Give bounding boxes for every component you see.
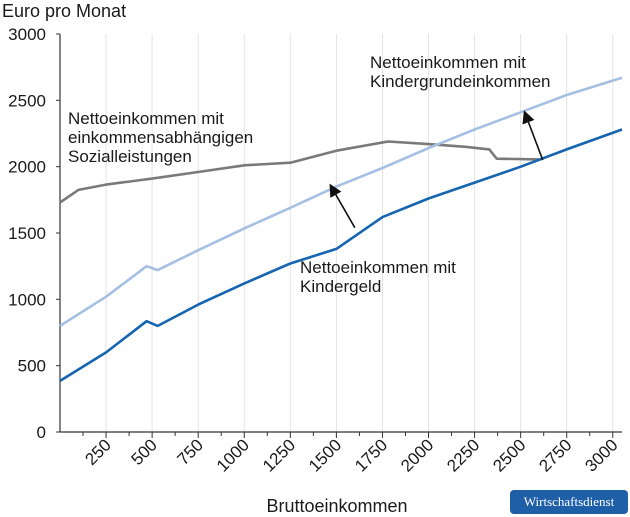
y-tick-label: 1000 [8,290,46,309]
grid-layer [105,34,614,432]
y-axis-title: Euro pro Monat [2,1,126,21]
annotation-sozial: einkommensabhängigen [68,128,253,147]
x-tick-label: 1250 [259,435,299,475]
y-tick-label: 0 [37,423,46,442]
annotation-grundeinkommen: Nettoeinkommen mit [370,53,526,72]
y-tick-label: 1500 [8,224,46,243]
x-tick-label: 1750 [351,435,391,475]
x-tick-label: 250 [81,435,114,468]
x-tick-label: 750 [174,435,207,468]
annotation-kindergeld: Nettoeinkommen mit [300,258,456,277]
annotation-layer: Nettoeinkommen miteinkommensabhängigenSo… [68,53,551,296]
series-line-sozial [59,140,540,204]
x-tick-label: 1000 [213,435,253,475]
annotation-kindergeld: Kindergeld [300,277,381,296]
y-tick-label: 500 [18,357,46,376]
annotation-sozial: Sozialleistungen [68,147,192,166]
x-tick-label: 2500 [489,435,529,475]
series-layer [59,76,623,383]
x-tick-label: 2750 [535,435,575,475]
wirtschaftsdienst-logo: Wirtschaftsdienst [510,490,628,514]
x-tick-label: 2000 [397,435,437,475]
y-tick-label: 2000 [8,158,46,177]
arrow-annotation [329,183,356,229]
x-tick-label: 1500 [305,435,345,475]
annotation-grundeinkommen: Kindergrundeinkommen [370,72,551,91]
series-line-kindergeld [59,128,623,383]
annotation-sozial: Nettoeinkommen mit [68,109,224,128]
x-tick-label: 2250 [443,435,483,475]
x-axis-title: Bruttoeinkommen [266,496,407,516]
y-tick-label: 3000 [8,25,46,44]
x-tick-label: 3000 [581,435,621,475]
y-tick-label: 2500 [8,91,46,110]
arrow-annotation [522,110,544,161]
series-line-grundeinkommen [59,76,623,327]
arrow-layer [329,110,544,229]
x-tick-label: 500 [127,435,160,468]
axis-layer: 250 500 750 1000 1250 1500 1750 2000 2250 2500 275… [8,25,622,476]
